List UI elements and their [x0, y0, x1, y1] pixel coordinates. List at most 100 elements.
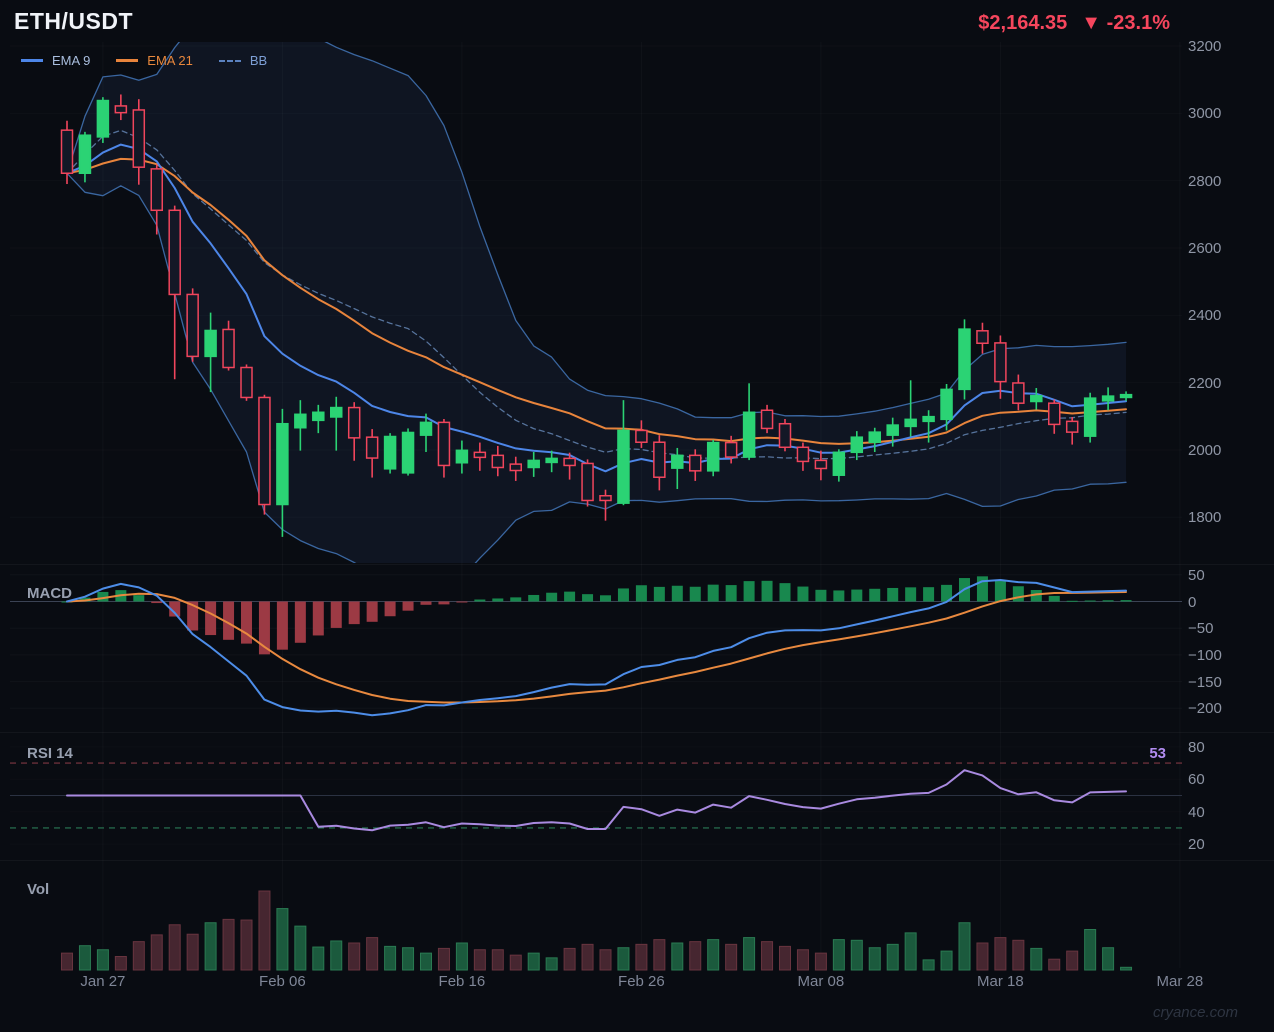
rsi-panel[interactable]: [10, 762, 1182, 832]
volume-bar: [312, 946, 325, 971]
symbol-title: ETH/USDT: [14, 8, 133, 34]
candle: [168, 209, 181, 296]
volume-bar: [814, 952, 827, 971]
macd-axis-label: −100: [1188, 646, 1222, 664]
date-axis-label: Jan 27: [80, 973, 126, 990]
candlesticks[interactable]: [60, 94, 1133, 537]
macd-histogram-bar: [330, 601, 342, 628]
macd-histogram-bar: [976, 576, 988, 602]
main-price-panel[interactable]: [60, 13, 1133, 590]
candle: [330, 406, 343, 418]
volume-bar: [437, 947, 450, 971]
macd-line: [66, 579, 1127, 717]
legend-item-ema21[interactable]: EMA 21: [116, 53, 193, 68]
macd-panel[interactable]: [10, 576, 1182, 717]
macd-histogram-bar: [653, 586, 665, 602]
macd-histogram-bar: [474, 599, 486, 602]
macd-histogram-bar: [994, 580, 1006, 602]
candle: [976, 330, 989, 345]
date-axis-label: Feb 06: [259, 973, 306, 990]
candle: [689, 454, 702, 472]
candle: [796, 446, 810, 463]
price-axis-label: 2600: [1188, 239, 1222, 257]
volume-bar: [832, 939, 845, 971]
candle: [760, 409, 774, 430]
macd-histogram-bar: [312, 601, 324, 636]
price-axis-label: 3000: [1188, 105, 1222, 123]
price-axis-label: 2000: [1188, 441, 1222, 459]
volume-bar: [330, 940, 343, 971]
indicator-legend: EMA 9 EMA 21 BB: [21, 53, 267, 68]
macd-histogram-bar: [1120, 600, 1132, 602]
volume-bar: [509, 954, 522, 971]
macd-histogram-bar: [905, 587, 917, 602]
price-change: ▼ -23.1%: [1081, 12, 1170, 34]
candle: [940, 388, 953, 421]
candle: [1065, 420, 1079, 433]
macd-histogram-bar: [743, 581, 755, 602]
candle: [204, 329, 217, 358]
volume-bar: [796, 949, 809, 971]
macd-histogram-bar: [276, 601, 288, 650]
macd-histogram-bar: [779, 583, 791, 602]
volume-bar: [725, 943, 738, 971]
volume-bar: [348, 942, 361, 971]
macd-histogram-bar: [761, 580, 773, 602]
volume-bar: [581, 943, 594, 971]
macd-histogram-bar: [205, 601, 217, 636]
legend-item-ema9[interactable]: EMA 9: [21, 53, 90, 68]
candle: [419, 421, 433, 436]
macd-histogram-bar: [600, 595, 611, 602]
volume-bar: [455, 942, 468, 971]
volume-bar: [545, 957, 558, 971]
candle: [60, 129, 74, 175]
volume-bar: [743, 937, 756, 971]
macd-histogram-bar: [582, 594, 594, 602]
macd-histogram-bar: [169, 601, 181, 617]
legend-label: BB: [249, 53, 268, 68]
vol-panel-label: Vol: [27, 881, 50, 898]
candle: [545, 457, 558, 464]
macd-histogram-bar: [689, 586, 701, 602]
ema21-line: [66, 157, 1127, 445]
candle: [868, 431, 881, 443]
candle: [258, 396, 271, 506]
candle: [1030, 395, 1043, 403]
macd-signal-line: [66, 591, 1127, 704]
candle: [509, 463, 522, 472]
candle: [347, 406, 361, 439]
volume-bar: [240, 919, 253, 971]
watermark: cryance.com: [1152, 1004, 1238, 1021]
volume-bar: [78, 945, 91, 971]
volume-bar: [922, 959, 935, 971]
price-axis-label: 2800: [1188, 172, 1222, 190]
candle: [671, 454, 684, 469]
candle: [635, 429, 648, 443]
volume-bar: [114, 956, 127, 971]
volume-bar: [222, 918, 235, 971]
gridlines: [0, 564, 1274, 861]
candle: [581, 462, 594, 502]
candle: [78, 134, 92, 175]
legend-item-bb[interactable]: BB: [218, 53, 268, 68]
bollinger-lower-line: [66, 172, 1127, 563]
candle: [814, 459, 828, 470]
macd-histogram-bar: [797, 586, 809, 602]
candle: [294, 413, 307, 429]
macd-histogram-bar: [671, 585, 683, 602]
volume-bar: [204, 922, 217, 971]
macd-histogram-bar: [187, 601, 199, 631]
volume-bar: [599, 949, 612, 971]
volume-panel[interactable]: [61, 890, 1133, 971]
candle: [994, 342, 1007, 383]
candle: [617, 429, 630, 504]
macd-histogram-bar: [1048, 595, 1060, 602]
date-axis-label: Feb 16: [438, 973, 486, 990]
volume-bar: [1012, 939, 1025, 971]
volume-bar: [994, 937, 1007, 971]
candle: [958, 328, 971, 391]
macd-histogram-bar: [1030, 590, 1042, 602]
